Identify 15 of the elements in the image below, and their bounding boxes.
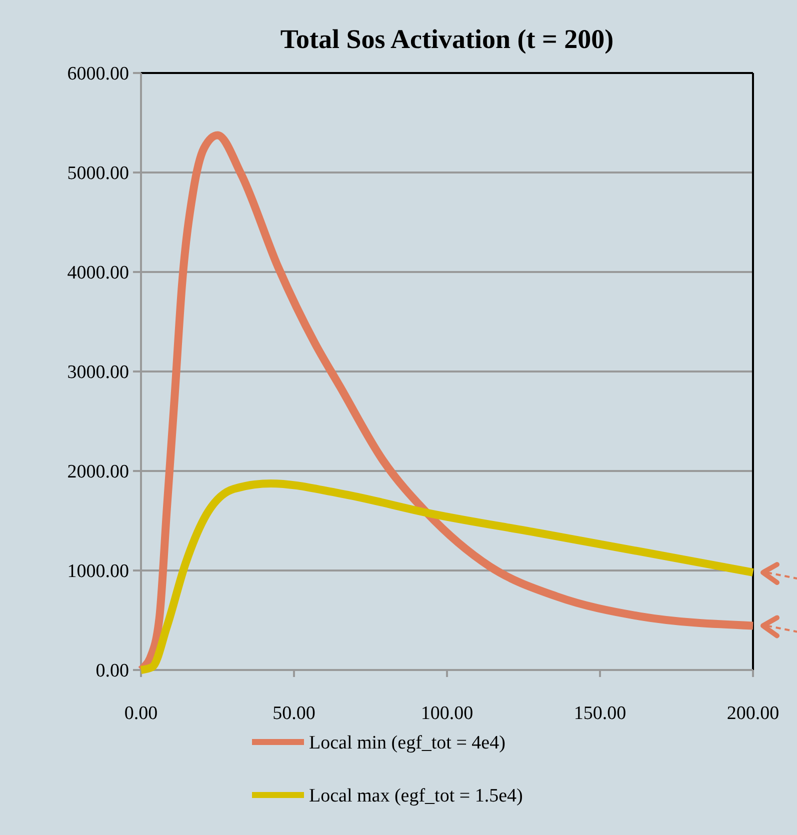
y-tick-label: 0.00 xyxy=(96,660,129,682)
y-tick-label: 4000.00 xyxy=(67,262,129,284)
x-tick-label: 150.00 xyxy=(574,703,626,724)
x-tick-label: 200.00 xyxy=(726,703,780,724)
x-tick-label: 0.00 xyxy=(124,703,158,724)
legend-label: Local max (egf_tot = 1.5e4) xyxy=(309,786,523,807)
x-tick-label: 50.00 xyxy=(272,703,316,724)
y-tick-label: 2000.00 xyxy=(67,462,129,483)
y-tick-label: 3000.00 xyxy=(67,362,129,384)
x-tick-label: 100.00 xyxy=(420,703,474,724)
chart-title: Total Sos Activation (t = 200) xyxy=(280,24,614,54)
y-tick-label: 1000.00 xyxy=(67,561,129,582)
y-tick-label: 6000.00 xyxy=(67,64,129,85)
legend-label: Local min (egf_tot = 4e4) xyxy=(309,732,506,754)
y-tick-label: 5000.00 xyxy=(67,163,129,184)
